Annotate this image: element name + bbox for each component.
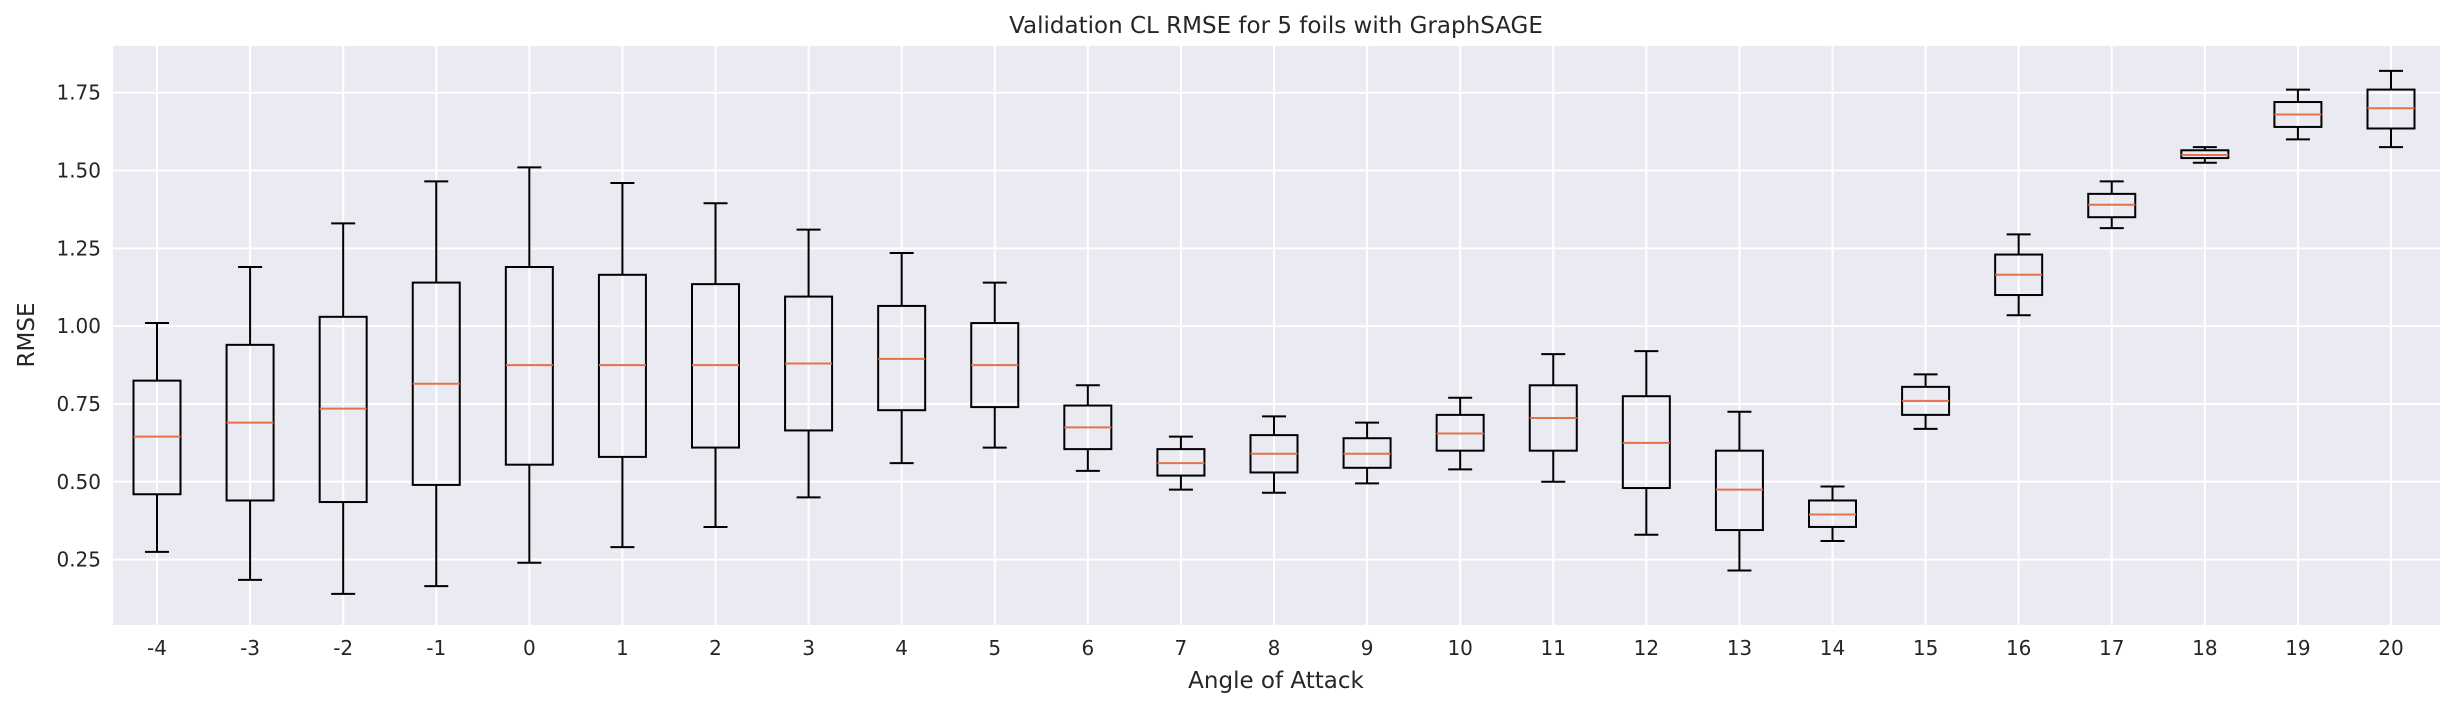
box-plot (691, 202, 740, 528)
box-plot (597, 181, 647, 549)
x-tick-label: 16 (2006, 636, 2031, 660)
box-plot (1994, 233, 2044, 317)
box-plot (1901, 373, 1951, 430)
box-plot (1714, 410, 1764, 572)
y-axis-label: RMSE (14, 303, 40, 368)
box-plot (2366, 69, 2416, 149)
box-plot (1342, 421, 1392, 485)
box-plot (1249, 415, 1299, 494)
box-plot (1063, 384, 1113, 472)
x-tick-label: 0 (523, 636, 536, 660)
x-tick-label: 2 (709, 636, 722, 660)
box-plot (877, 252, 927, 465)
y-ticks: 0.25 0.50 0.75 1.00 1.25 1.50 1.75 (56, 81, 101, 572)
x-tick-label: 4 (895, 636, 908, 660)
box-plot (1156, 435, 1206, 491)
plot-area (113, 46, 2440, 625)
x-tick-label: 7 (1175, 636, 1188, 660)
y-tick-label: 1.00 (56, 314, 101, 338)
x-tick-label: 18 (2192, 636, 2217, 660)
x-tick-label: 9 (1361, 636, 1374, 660)
box-plot (1528, 353, 1578, 483)
y-tick-label: 1.50 (56, 159, 101, 183)
box-plot (132, 322, 182, 553)
x-ticks: -4 -3 -2 -1 0 1 2 3 4 5 6 7 8 9 10 11 12 13 14 15 16 17 18 19 20 (147, 636, 2404, 660)
y-tick-label: 1.25 (56, 236, 101, 260)
box-plot (970, 281, 1020, 449)
x-tick-label: 3 (802, 636, 815, 660)
x-tick-label: -2 (333, 636, 353, 660)
y-tick-label: 1.75 (56, 81, 101, 105)
x-tick-label: 1 (616, 636, 629, 660)
x-tick-label: 14 (1820, 636, 1845, 660)
box-plot (225, 266, 275, 581)
x-tick-label: 11 (1541, 636, 1566, 660)
x-tick-label: -1 (426, 636, 446, 660)
y-tick-label: 0.25 (56, 548, 101, 572)
x-tick-label: -4 (147, 636, 167, 660)
box-plot (2180, 146, 2230, 164)
x-tick-label: 8 (1268, 636, 1281, 660)
box-plot (318, 222, 368, 595)
box-plot (2087, 180, 2137, 230)
chart-title: Validation CL RMSE for 5 foils with Grap… (1009, 13, 1543, 39)
x-tick-label: 13 (1727, 636, 1752, 660)
box-plot (504, 166, 554, 564)
x-tick-label: 19 (2285, 636, 2310, 660)
box-plot (784, 228, 834, 499)
x-tick-label: 10 (1447, 636, 1472, 660)
x-tick-label: -3 (240, 636, 260, 660)
x-tick-label: 20 (2378, 636, 2403, 660)
x-tick-label: 17 (2099, 636, 2124, 660)
box-plots (132, 69, 2416, 595)
x-tick-label: 6 (1081, 636, 1094, 660)
box-plot (2273, 88, 2323, 141)
y-tick-label: 0.50 (56, 470, 101, 494)
y-tick-label: 0.75 (56, 392, 101, 416)
x-tick-label: 15 (1913, 636, 1938, 660)
box-plot (411, 180, 461, 588)
x-tick-label: 12 (1634, 636, 1659, 660)
box-plot (1808, 485, 1857, 542)
grid (113, 46, 2440, 625)
box-plot (1621, 350, 1671, 536)
x-axis-label: Angle of Attack (1188, 668, 1364, 694)
x-tick-label: 5 (988, 636, 1001, 660)
box-plot (1435, 396, 1485, 471)
